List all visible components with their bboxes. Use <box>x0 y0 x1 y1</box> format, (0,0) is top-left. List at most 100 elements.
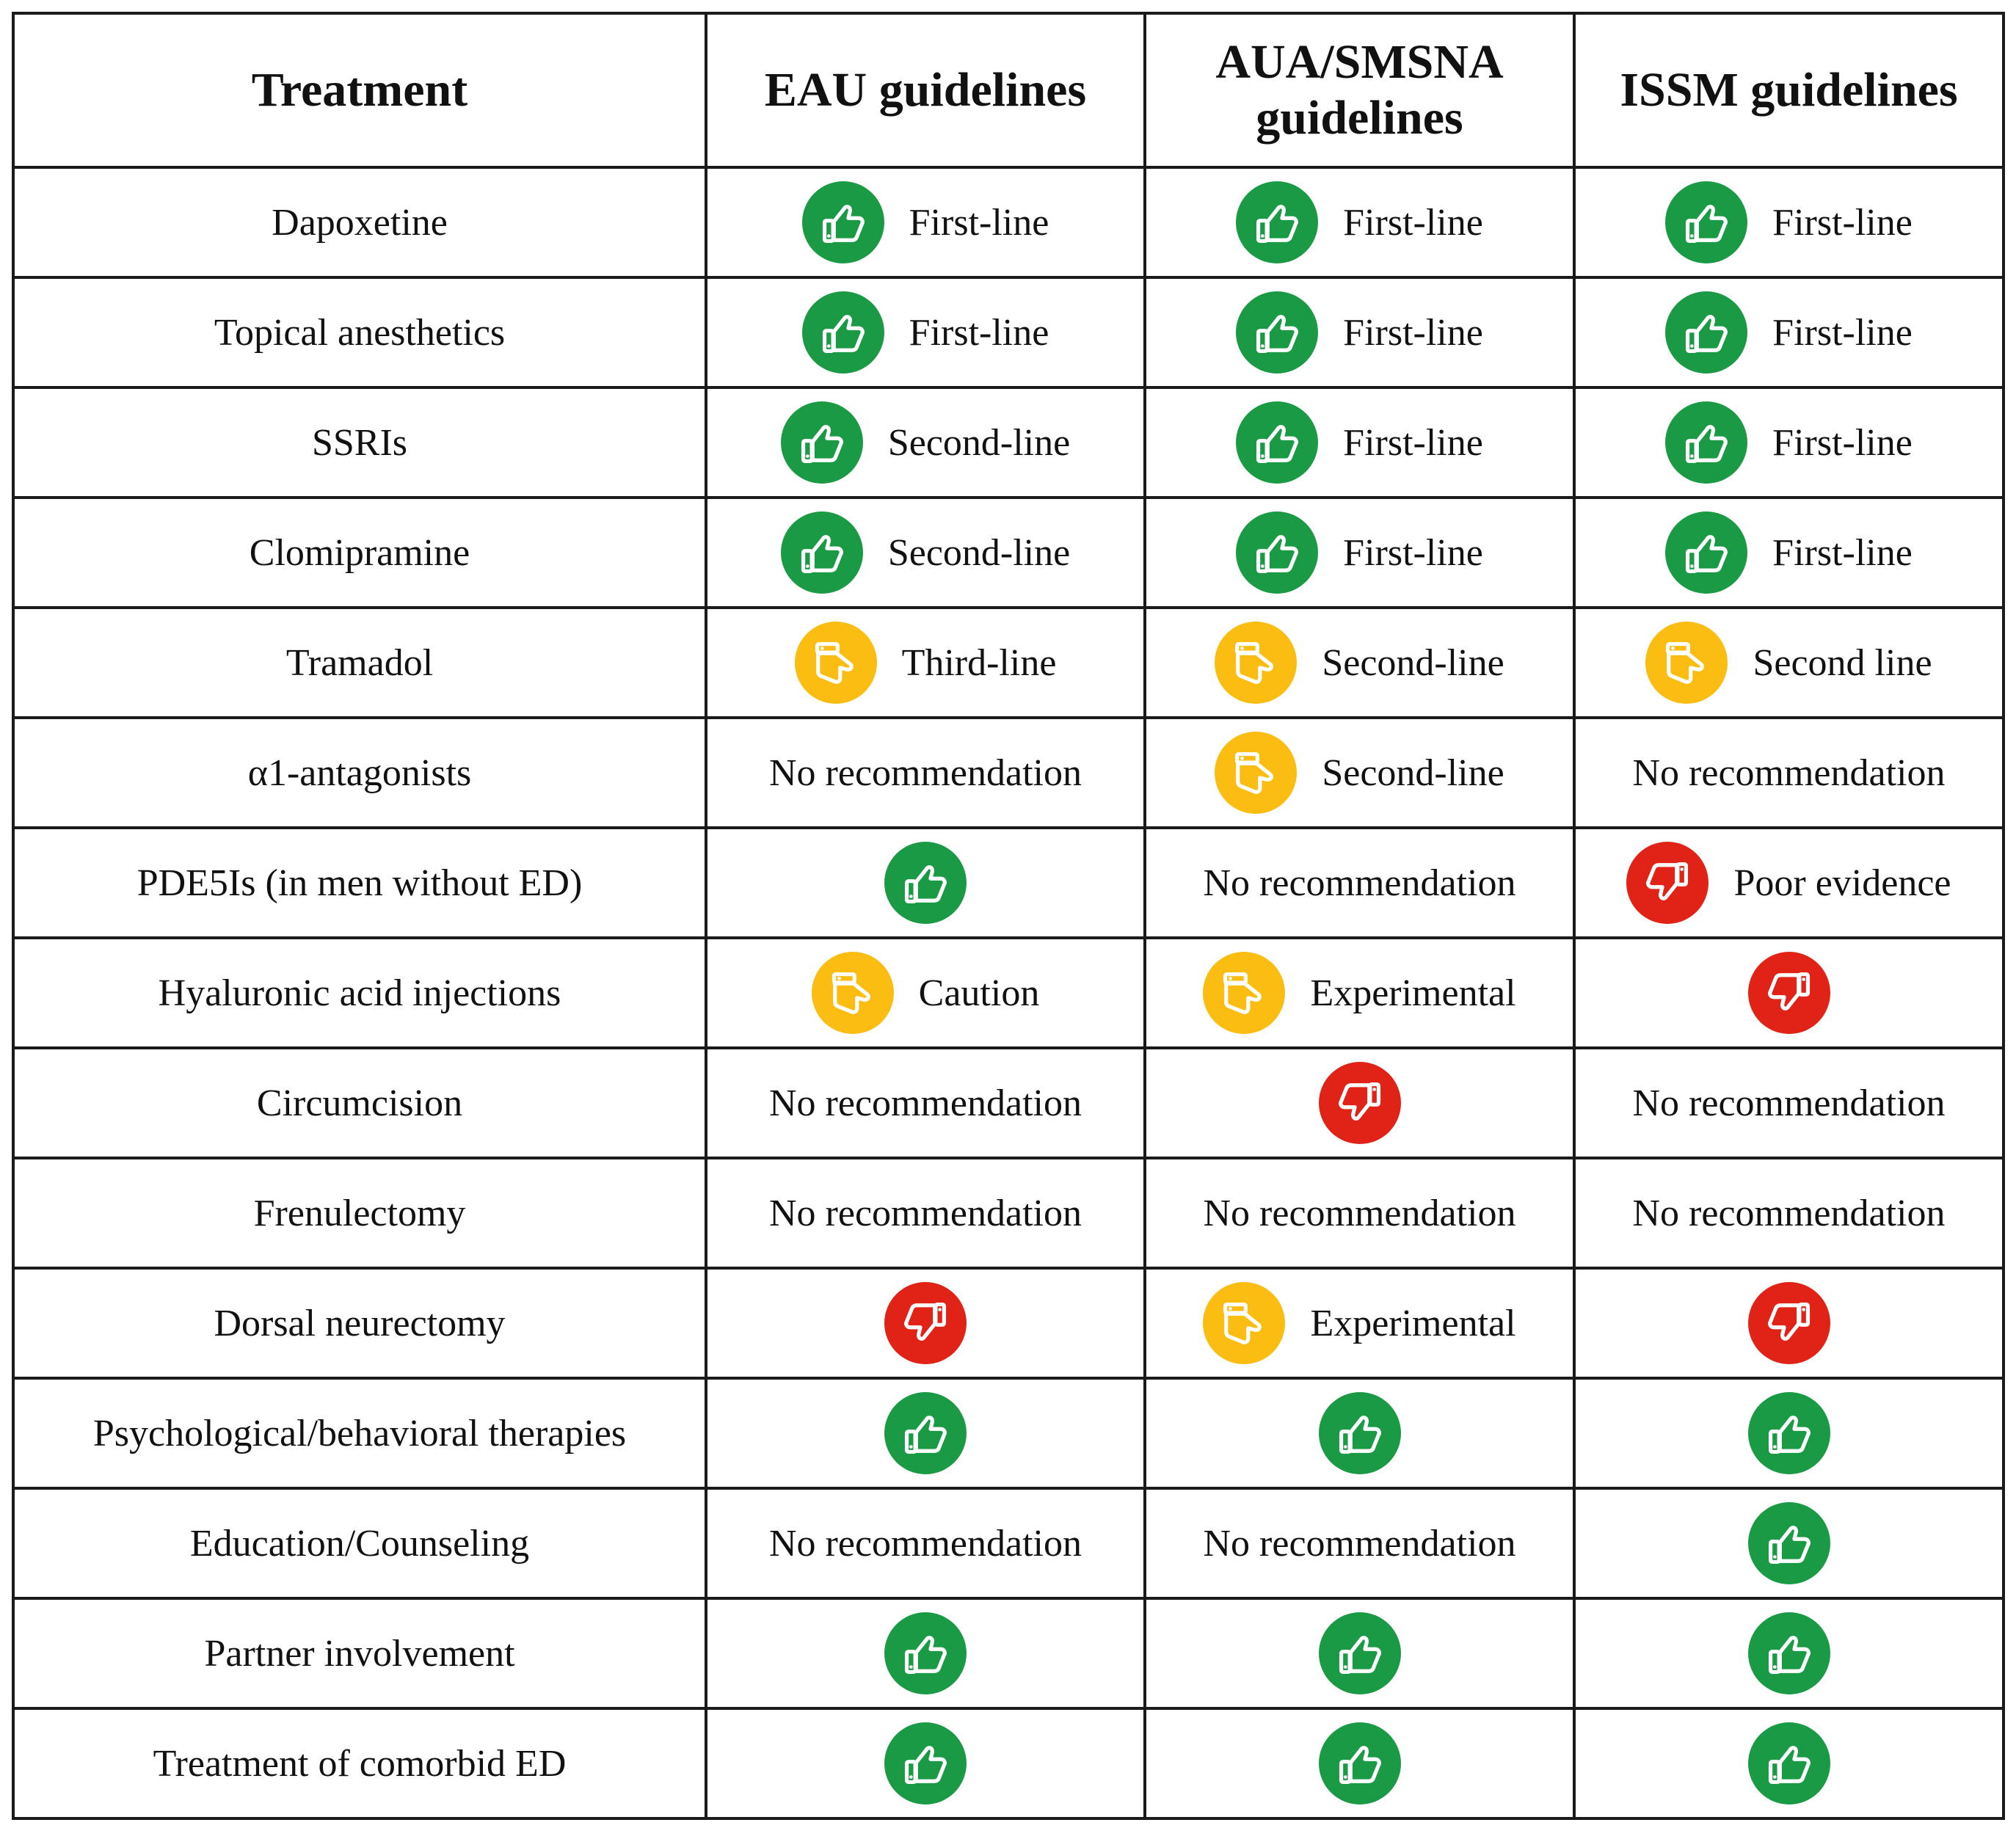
recommendation: Second-line <box>780 401 1071 484</box>
recommendation-label: No recommendation <box>1632 751 1946 794</box>
recommendation-label: Caution <box>918 972 1040 1014</box>
treatment-cell: Psychological/behavioral therapies <box>12 1377 707 1490</box>
recommendation-label: Experimental <box>1310 972 1516 1014</box>
aua-cell <box>1143 1597 1576 1710</box>
recommendation <box>1747 1282 1830 1364</box>
thumbs-up-icon <box>884 1722 967 1805</box>
recommendation <box>1747 952 1830 1034</box>
recommendation-label: No recommendation <box>769 1192 1082 1234</box>
eau-cell: No recommendation <box>705 1046 1146 1159</box>
treatment-cell: PDE5Is (in men without ED) <box>12 826 707 939</box>
recommendation: First-line <box>1665 401 1913 484</box>
thumbs-up-icon <box>1747 1612 1830 1694</box>
thumbs-up-icon <box>884 1392 967 1474</box>
issm-cell: First-line <box>1573 166 2005 279</box>
recommendation: No recommendation <box>1204 1522 1516 1565</box>
treatment-cell: α1-antagonists <box>12 716 707 829</box>
thumbs-up-icon <box>884 842 967 924</box>
recommendation: Experimental <box>1203 1282 1516 1364</box>
thumbs-up-icon <box>1236 401 1319 484</box>
recommendation: First-line <box>1665 291 1913 374</box>
treatment-cell: Circumcision <box>12 1046 707 1159</box>
thumbs-down-icon <box>1626 842 1709 924</box>
aua-cell: No recommendation <box>1143 826 1576 939</box>
recommendation <box>1318 1722 1401 1805</box>
table-row: Frenulectomy No recommendation No recomm… <box>12 1157 2005 1270</box>
recommendation-label: First-line <box>1343 531 1483 574</box>
recommendation: Third-line <box>794 622 1056 704</box>
recommendation: Second line <box>1645 622 1932 704</box>
eau-cell: Third-line <box>705 606 1146 719</box>
treatment-name: Circumcision <box>256 1082 463 1124</box>
treatment-cell: Topical anesthetics <box>12 276 707 389</box>
treatment-name: Dorsal neurectomy <box>214 1302 506 1344</box>
thumbs-up-icon <box>1318 1612 1401 1694</box>
recommendation <box>884 1392 967 1474</box>
recommendation-label: Second-line <box>887 531 1071 574</box>
recommendation-label: First-line <box>909 311 1049 354</box>
treatment-name: Topical anesthetics <box>214 311 506 354</box>
treatment-name: Partner involvement <box>204 1632 515 1675</box>
treatment-cell: Treatment of comorbid ED <box>12 1707 707 1820</box>
recommendation-label: No recommendation <box>1203 1192 1516 1234</box>
treatment-name: PDE5Is (in men without ED) <box>137 862 583 904</box>
thumb-sideways-icon <box>1215 622 1298 704</box>
recommendation: First-line <box>1236 511 1483 594</box>
recommendation: No recommendation <box>769 1192 1082 1235</box>
recommendation: First-line <box>801 291 1049 374</box>
aua-cell: First-line <box>1143 496 1576 609</box>
recommendation-label: No recommendation <box>769 1522 1082 1565</box>
recommendation <box>1318 1392 1401 1474</box>
eau-cell: First-line <box>705 166 1146 279</box>
recommendation: Poor evidence <box>1626 842 1951 924</box>
recommendation <box>884 842 967 924</box>
eau-cell: No recommendation <box>705 1487 1146 1600</box>
recommendation <box>884 1612 967 1694</box>
eau-cell <box>705 1267 1146 1380</box>
recommendation: No recommendation <box>1633 1192 1946 1235</box>
recommendation: Second-line <box>780 511 1071 594</box>
treatment-name: Treatment of comorbid ED <box>153 1742 567 1785</box>
treatment-name: Psychological/behavioral therapies <box>92 1412 627 1454</box>
aua-cell: No recommendation <box>1143 1487 1576 1600</box>
recommendation: First-line <box>1236 291 1483 374</box>
treatment-cell: Frenulectomy <box>12 1157 707 1270</box>
recommendation: No recommendation <box>1204 862 1516 905</box>
table-row: Partner involvement <box>12 1597 2005 1710</box>
thumbs-down-icon <box>1318 1062 1401 1144</box>
treatment-name: Education/Counseling <box>189 1522 530 1565</box>
issm-cell: First-line <box>1573 276 2005 389</box>
aua-cell <box>1143 1377 1576 1490</box>
recommendation <box>884 1282 967 1364</box>
treatment-name: Dapoxetine <box>272 201 448 244</box>
issm-cell: First-line <box>1573 496 2005 609</box>
recommendation-label: First-line <box>1772 201 1913 244</box>
recommendation-label: First-line <box>909 201 1049 244</box>
thumb-sideways-icon <box>811 952 894 1034</box>
treatment-name: Clomipramine <box>249 531 470 574</box>
thumbs-up-icon <box>1665 181 1748 263</box>
table-row: Hyaluronic acid injections Caution Exper… <box>12 936 2005 1049</box>
thumbs-up-icon <box>1665 401 1748 484</box>
issm-cell <box>1573 1267 2005 1380</box>
thumbs-up-icon <box>1747 1722 1830 1805</box>
recommendation: No recommendation <box>769 1082 1082 1125</box>
thumbs-up-icon <box>1236 181 1319 263</box>
recommendation <box>884 1722 967 1805</box>
aua-cell <box>1143 1046 1576 1159</box>
issm-cell <box>1573 936 2005 1049</box>
issm-cell: Second line <box>1573 606 2005 719</box>
treatment-cell: Dapoxetine <box>12 166 707 279</box>
recommendation: No recommendation <box>1633 751 1946 795</box>
recommendation-label: Second-line <box>887 421 1071 464</box>
table-row: Topical anesthetics First-line First-lin… <box>12 276 2005 389</box>
recommendation-label: No recommendation <box>1203 862 1516 904</box>
aua-cell: First-line <box>1143 386 1576 499</box>
thumbs-up-icon <box>801 291 884 374</box>
table-row: Clomipramine Second-line First-line Firs… <box>12 496 2005 609</box>
recommendation: Second-line <box>1215 622 1504 704</box>
table-row: PDE5Is (in men without ED) No recommenda… <box>12 826 2005 939</box>
header-aua: AUA/SMSNA guidelines <box>1143 12 1576 169</box>
eau-cell: Second-line <box>705 496 1146 609</box>
treatment-name: Frenulectomy <box>253 1192 466 1234</box>
